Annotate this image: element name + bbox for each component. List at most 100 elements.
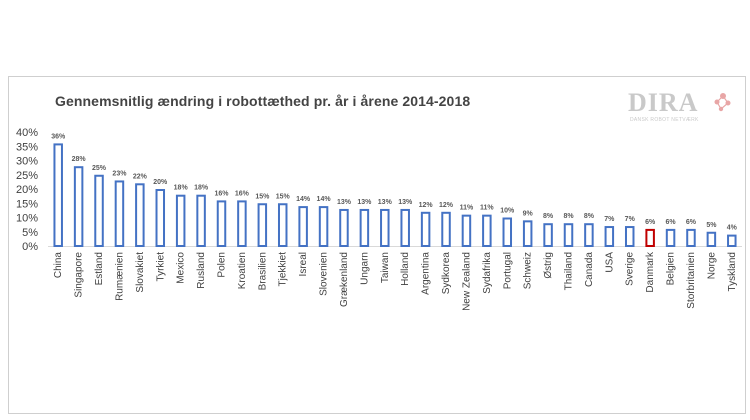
dira-logo: DIRA DANSK ROBOT NETVÆRK bbox=[628, 88, 738, 128]
bar bbox=[706, 231, 717, 247]
bar bbox=[216, 200, 227, 247]
x-tick-label: Singapore bbox=[74, 252, 85, 298]
bar bbox=[624, 226, 635, 248]
data-label: 8% bbox=[563, 213, 574, 220]
x-tick-label: Østrig bbox=[543, 252, 554, 279]
data-label: 10% bbox=[500, 208, 515, 215]
bar bbox=[73, 166, 84, 247]
data-label: 7% bbox=[625, 216, 636, 223]
data-label: 12% bbox=[439, 202, 454, 209]
bar bbox=[53, 143, 63, 247]
x-tick-label: Norge bbox=[706, 252, 717, 280]
data-label: 23% bbox=[112, 170, 127, 177]
bar bbox=[237, 200, 247, 247]
bar bbox=[359, 208, 370, 247]
bar bbox=[441, 211, 451, 248]
x-tick-label: Holland bbox=[400, 252, 411, 286]
x-tick-label: Slovenien bbox=[319, 252, 330, 296]
x-tick-label: Kroatien bbox=[237, 252, 248, 289]
bar bbox=[420, 211, 431, 248]
logo-text: DIRA bbox=[628, 88, 699, 117]
y-tick-label: 25% bbox=[16, 170, 38, 182]
bar bbox=[380, 208, 390, 247]
data-label: 6% bbox=[645, 219, 656, 226]
x-tick-label: Brasilien bbox=[257, 252, 268, 290]
logo-subtitle: DANSK ROBOT NETVÆRK bbox=[630, 117, 699, 123]
bar bbox=[175, 194, 186, 247]
data-label: 13% bbox=[337, 199, 352, 206]
bar bbox=[563, 223, 574, 247]
x-tick-label: Rumænien bbox=[114, 252, 125, 301]
bar bbox=[584, 223, 594, 247]
data-label: 6% bbox=[686, 219, 697, 226]
data-label: 22% bbox=[133, 173, 148, 180]
x-tick-label: Ungarn bbox=[359, 252, 370, 285]
data-label: 8% bbox=[584, 213, 595, 220]
bar bbox=[298, 206, 308, 248]
bar bbox=[543, 223, 553, 247]
x-tick-label: Sverige bbox=[625, 252, 636, 286]
x-tick-label: Sydkorea bbox=[441, 252, 452, 295]
data-label: 20% bbox=[153, 179, 168, 186]
x-tick-label: China bbox=[53, 252, 64, 279]
bar bbox=[277, 203, 288, 247]
x-tick-label: Rusland bbox=[196, 252, 207, 289]
x-tick-label: Argentina bbox=[421, 252, 432, 295]
y-tick-label: 30% bbox=[16, 156, 38, 168]
bar bbox=[522, 220, 533, 248]
data-label: 18% bbox=[194, 185, 209, 192]
bar bbox=[339, 208, 349, 247]
x-tick-label: Estland bbox=[94, 252, 105, 285]
x-tick-label: Sydafrika bbox=[482, 252, 493, 294]
chart-panel bbox=[8, 76, 746, 414]
data-label: 13% bbox=[378, 199, 393, 206]
data-label: 7% bbox=[604, 216, 615, 223]
data-label: 4% bbox=[727, 225, 738, 232]
x-tick-label: Isreal bbox=[298, 252, 309, 276]
bar bbox=[727, 234, 737, 248]
y-tick-label: 10% bbox=[16, 213, 38, 225]
data-label: 6% bbox=[665, 219, 676, 226]
y-tick-label: 40% bbox=[16, 127, 38, 139]
bar bbox=[257, 203, 268, 247]
data-label: 16% bbox=[214, 190, 229, 197]
y-tick-label: 15% bbox=[16, 198, 38, 210]
x-tick-label: Tyskland bbox=[727, 252, 738, 291]
data-label: 13% bbox=[398, 199, 413, 206]
data-label: 12% bbox=[419, 202, 434, 209]
data-label: 13% bbox=[357, 199, 372, 206]
data-label: 14% bbox=[317, 196, 332, 203]
x-tick-label: Canada bbox=[584, 252, 595, 287]
x-tick-label: Slovakiet bbox=[135, 252, 146, 293]
y-tick-label: 35% bbox=[16, 141, 38, 153]
y-tick-label: 0% bbox=[22, 241, 38, 253]
data-label: 11% bbox=[460, 205, 474, 212]
x-tick-label: Portugal bbox=[502, 252, 513, 289]
data-label: 11% bbox=[480, 205, 494, 212]
data-label: 18% bbox=[174, 185, 189, 192]
x-tick-label: Grækenland bbox=[339, 252, 350, 307]
bar bbox=[155, 189, 166, 247]
data-label: 16% bbox=[235, 190, 250, 197]
bar bbox=[461, 214, 472, 247]
data-label: 9% bbox=[523, 210, 534, 217]
bar bbox=[686, 228, 696, 247]
x-tick-label: Storbritanien bbox=[686, 252, 697, 309]
x-tick-label: Tjekkiet bbox=[278, 252, 289, 287]
x-tick-label: Mexico bbox=[176, 252, 187, 284]
bar bbox=[482, 214, 492, 247]
data-label: 5% bbox=[706, 222, 717, 229]
data-label: 25% bbox=[92, 165, 107, 172]
x-tick-label: Polen bbox=[217, 252, 228, 278]
bar bbox=[502, 217, 513, 247]
chart-title: Gennemsnitlig ændring i robottæthed pr. … bbox=[55, 93, 471, 109]
bar bbox=[318, 206, 329, 248]
bar-highlight bbox=[645, 228, 655, 247]
bar bbox=[400, 208, 410, 247]
x-tick-label: Taiwan bbox=[380, 252, 391, 283]
x-tick-label: New Zealand bbox=[461, 252, 472, 311]
bar bbox=[94, 174, 104, 247]
bar bbox=[114, 180, 125, 247]
data-label: 36% bbox=[51, 133, 66, 140]
